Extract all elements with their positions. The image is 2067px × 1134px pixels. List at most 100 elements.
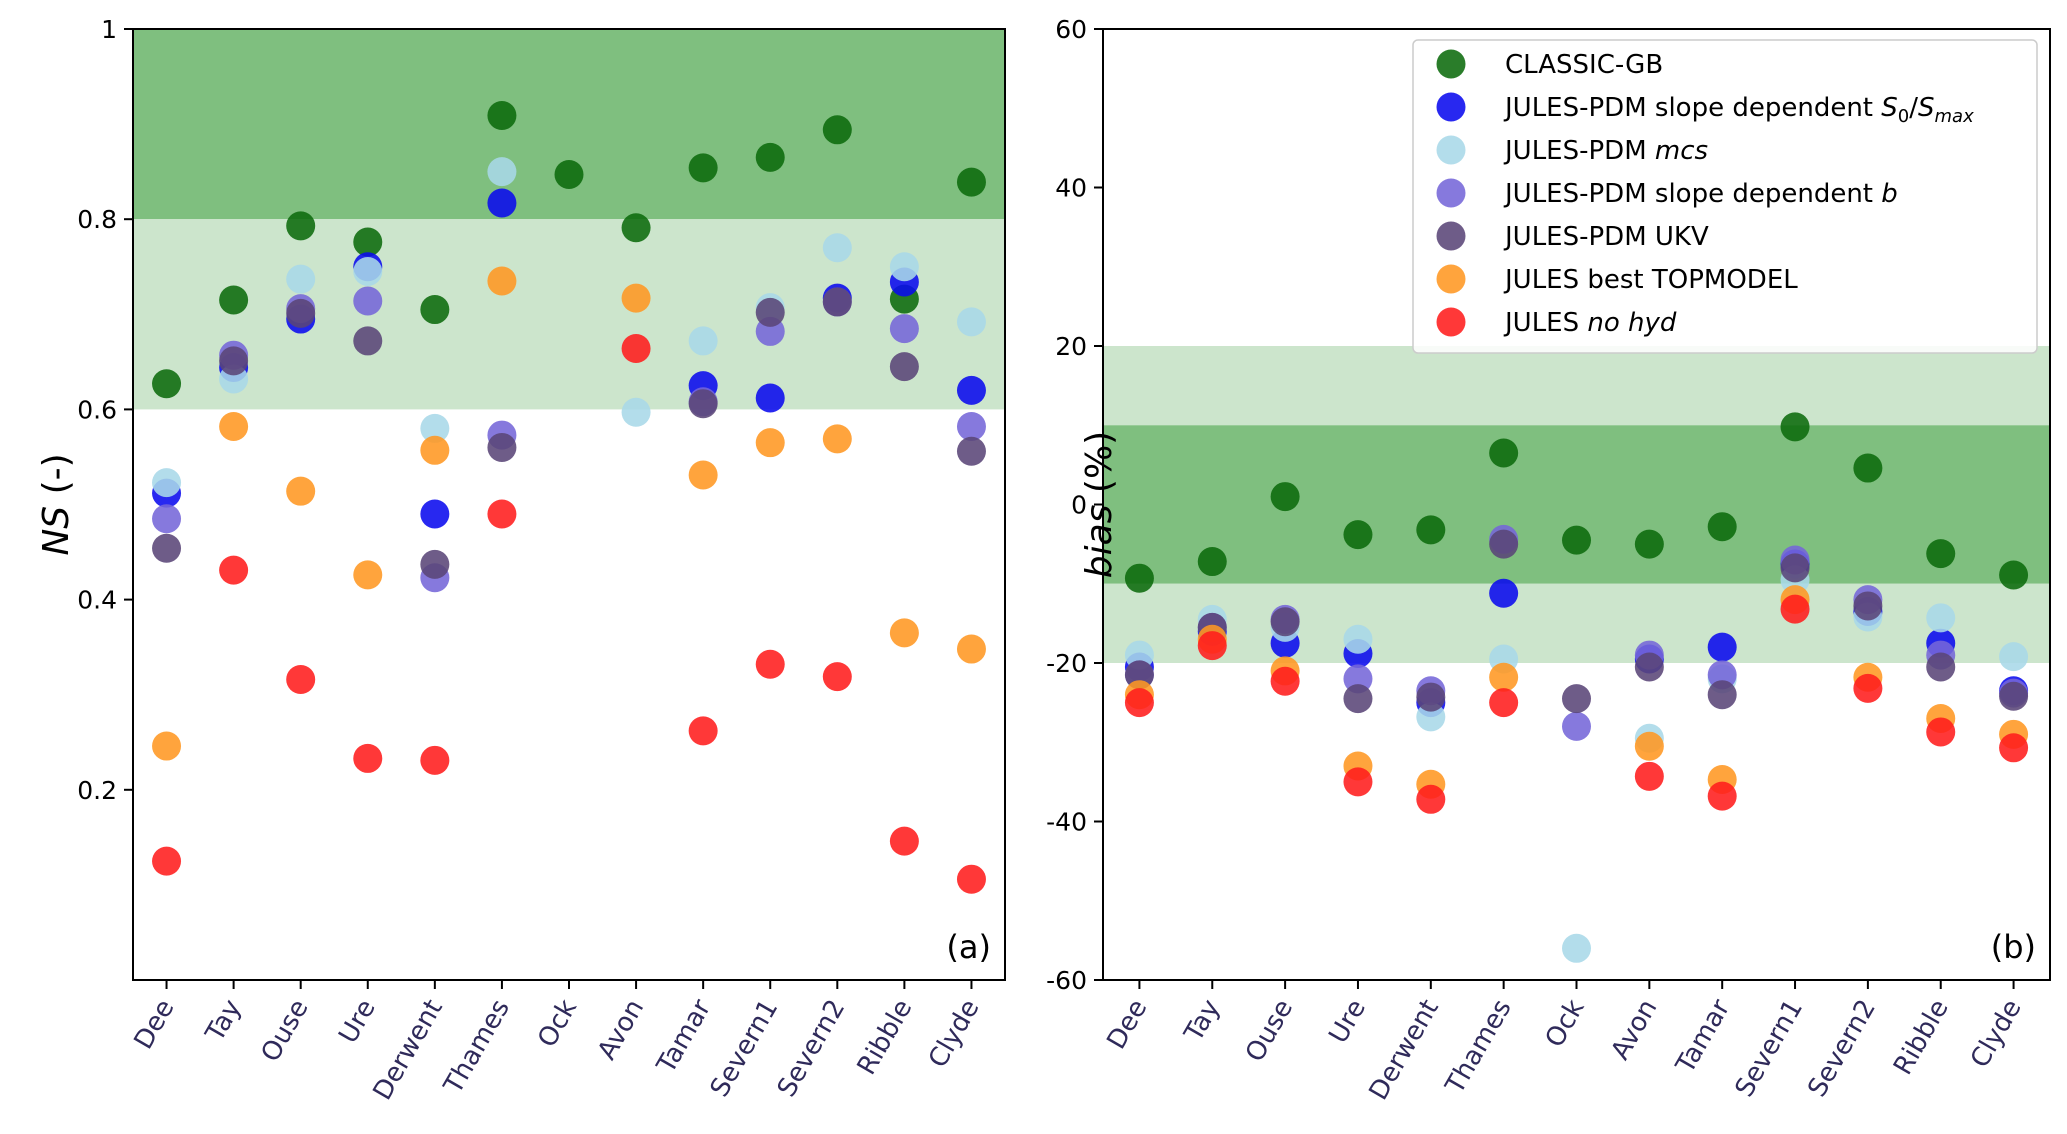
- panel-label: (b): [1991, 928, 2036, 966]
- x-tick-label-derwent: Derwent: [1364, 995, 1445, 1106]
- band-0: [133, 29, 1005, 220]
- legend-marker: [1436, 178, 1466, 208]
- band-1: [133, 219, 1005, 410]
- point-s6-ribble: [889, 826, 919, 856]
- x-tick-label-severn1: Severn1: [1730, 995, 1810, 1103]
- point-s2-tamar: [688, 326, 718, 356]
- y-tick-label: 0.6: [77, 395, 117, 424]
- point-s4-tay: [219, 346, 249, 376]
- legend-label: JULES best TOPMODEL: [1503, 265, 1798, 295]
- x-tick-label-clyde: Clyde: [1965, 995, 2028, 1073]
- y-tick-label: -20: [1046, 649, 1087, 678]
- x-tick-label-ock: Ock: [532, 995, 583, 1053]
- x-tick-label-tamar: Tamar: [1670, 994, 1736, 1079]
- point-s0-ure: [353, 227, 383, 257]
- point-s0-dee: [1124, 563, 1154, 593]
- point-s6-tamar: [1707, 781, 1737, 811]
- point-s1-thames: [1489, 578, 1519, 608]
- point-s2-thames: [487, 157, 517, 187]
- point-s6-severn2: [822, 662, 852, 692]
- point-s0-ure: [1343, 520, 1373, 550]
- point-s6-derwent: [420, 745, 450, 775]
- point-s0-derwent: [420, 295, 450, 325]
- point-s6-tamar: [688, 716, 718, 746]
- legend-marker: [1436, 92, 1466, 122]
- legend-item-2: JULES-PDM mcs: [1436, 135, 1708, 166]
- x-tick-label-thames: Thames: [1440, 995, 1518, 1100]
- point-s0-clyde: [1999, 560, 2029, 590]
- point-s0-dee: [152, 369, 182, 399]
- point-s4-ock: [1562, 684, 1591, 714]
- legend-label: JULES-PDM UKV: [1503, 222, 1709, 252]
- point-s4-derwent: [1416, 682, 1446, 712]
- x-tick-label-ure: Ure: [333, 995, 382, 1049]
- y-tick-label: 0.2: [77, 776, 117, 805]
- point-s5-ure: [353, 560, 383, 590]
- point-s6-dee: [152, 846, 182, 876]
- legend-item-1: JULES-PDM slope dependent S0/Smax: [1436, 92, 1974, 127]
- point-s2-ouse: [286, 264, 316, 294]
- point-s0-ouse: [1270, 482, 1300, 512]
- point-s0-clyde: [956, 167, 986, 197]
- point-s5-severn2: [822, 424, 852, 454]
- point-s0-tay: [219, 285, 249, 315]
- point-s5-clyde: [956, 634, 986, 664]
- point-s6-ribble: [1926, 717, 1956, 747]
- legend-item-0: CLASSIC-GB: [1436, 49, 1663, 80]
- point-s6-severn1: [755, 649, 785, 679]
- panel-label: (a): [946, 928, 991, 966]
- point-s2-clyde: [1999, 642, 2029, 672]
- point-s0-severn2: [1853, 453, 1883, 483]
- point-s6-clyde: [956, 864, 986, 894]
- point-s2-ock: [1562, 933, 1591, 963]
- x-tick-label-ure: Ure: [1323, 995, 1372, 1049]
- y-tick-label: 0.4: [77, 586, 117, 615]
- point-s2-ure: [1343, 624, 1373, 654]
- point-s2-dee: [152, 468, 182, 498]
- point-s5-ouse: [286, 476, 316, 506]
- legend-label: JULES no hyd: [1503, 308, 1677, 338]
- point-s2-dee: [1124, 640, 1154, 670]
- point-s2-avon: [621, 397, 651, 427]
- panel-b-bias-chart: -60 -40 -20 0 20 40 60 Dee Tay Ouse UreDerwentTham…: [1046, 15, 2051, 1106]
- x-tick-label-tamar: Tamar: [651, 994, 717, 1079]
- point-s1-derwent: [420, 499, 450, 529]
- point-s5-avon: [1634, 731, 1664, 761]
- x-tick-label-dee: Dee: [1101, 995, 1153, 1055]
- point-s3-tamar: [1707, 660, 1737, 690]
- point-s6-avon: [1634, 761, 1664, 791]
- point-s3-ock: [1562, 711, 1591, 741]
- band-1: [1103, 425, 2050, 584]
- point-s2-ribble: [1926, 603, 1956, 633]
- x-tick-label-severn2: Severn2: [1802, 995, 1882, 1103]
- point-s4-severn2: [822, 287, 852, 317]
- point-s6-ouse: [286, 664, 316, 694]
- y-tick-label: 1: [101, 15, 117, 44]
- point-s3-ribble: [889, 314, 919, 344]
- x-tick-label-tay: Tay: [200, 995, 248, 1048]
- point-s0-ock: [1562, 525, 1591, 555]
- point-s5-dee: [152, 731, 182, 761]
- point-s3-clyde: [956, 412, 986, 442]
- point-s0-ribble: [1926, 539, 1956, 569]
- y-axis-title: NS (-): [36, 453, 77, 555]
- point-s4-thames: [1489, 529, 1519, 559]
- legend-item-4: JULES-PDM UKV: [1436, 221, 1709, 252]
- point-s4-clyde: [1999, 681, 2029, 711]
- legend-label: CLASSIC-GB: [1505, 50, 1663, 80]
- point-s6-thames: [487, 499, 517, 529]
- x-tick-label-ock: Ock: [1540, 995, 1591, 1053]
- y-tick-label: 40: [1055, 174, 1087, 203]
- point-s0-avon: [621, 213, 651, 243]
- point-s4-severn1: [1780, 553, 1810, 583]
- point-s4-dee: [152, 533, 182, 563]
- point-s4-ure: [1343, 684, 1373, 714]
- point-s5-avon: [621, 283, 651, 313]
- point-s4-severn2: [1853, 591, 1883, 621]
- y-tick-label: 0.8: [77, 205, 117, 234]
- point-s5-thames: [487, 266, 517, 296]
- point-s3-dee: [152, 504, 182, 534]
- x-tick-label-avon: Avon: [592, 995, 650, 1065]
